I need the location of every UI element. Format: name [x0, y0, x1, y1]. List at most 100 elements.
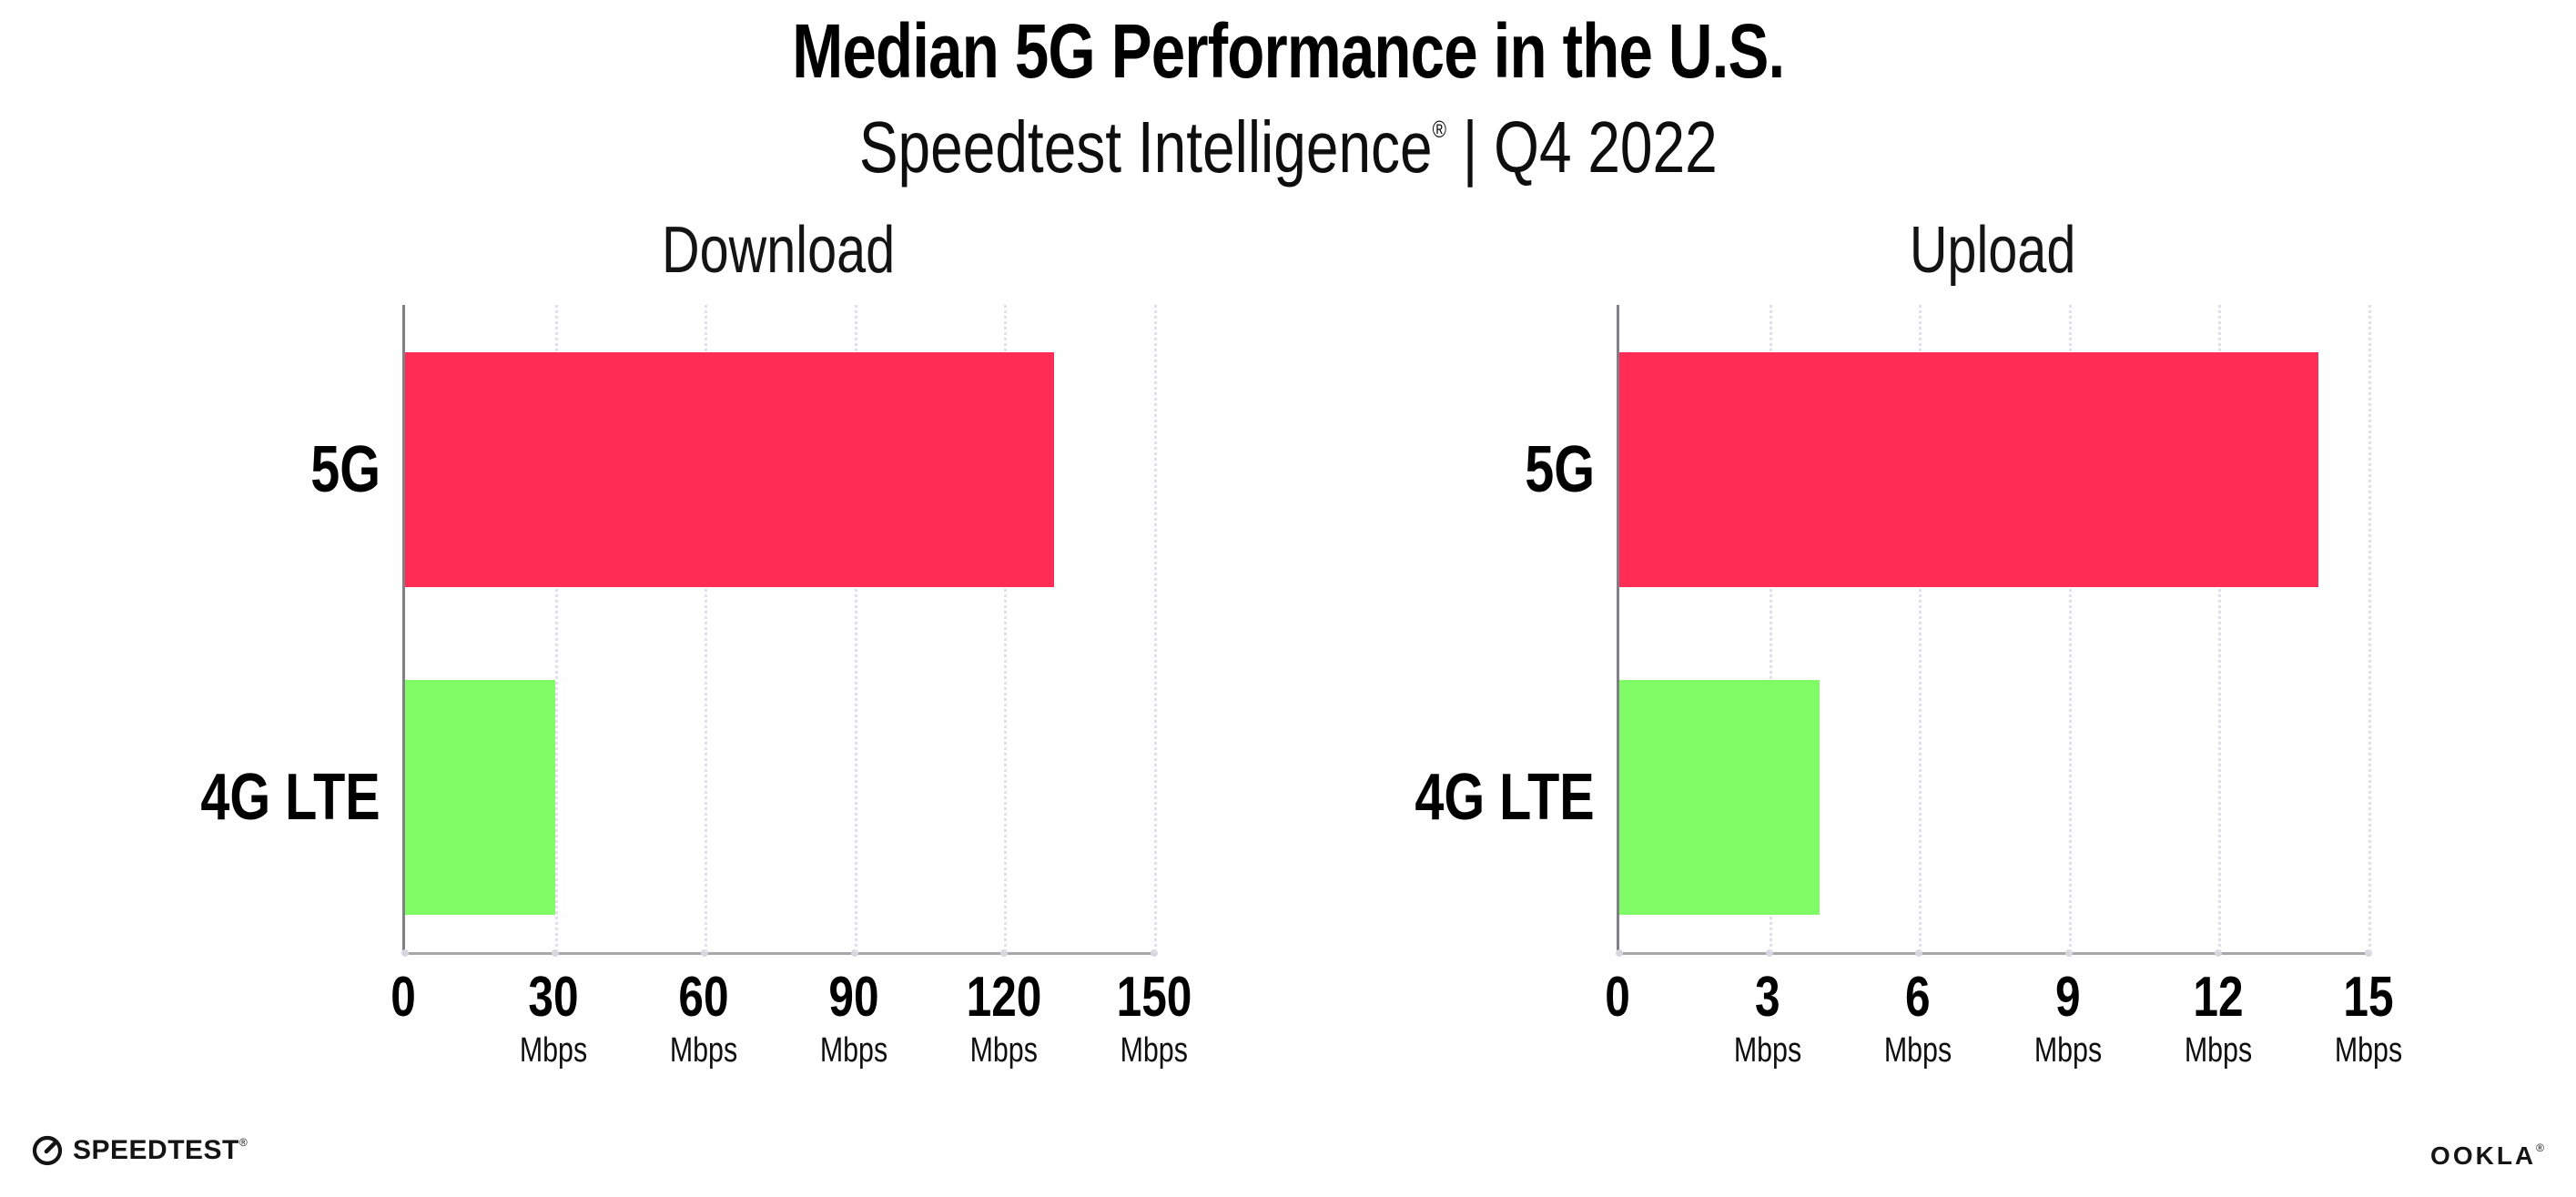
- tick-unit-label: Mbps: [519, 1031, 588, 1070]
- upload-x-tick-9: 9 Mbps: [2026, 966, 2111, 1070]
- download-plot-row: 5G 4G LTE: [126, 305, 1158, 957]
- upload-chart-title: Upload: [1340, 205, 2368, 305]
- bar-download-4g-lte: [405, 680, 555, 915]
- tick-number: 90: [828, 966, 879, 1029]
- page-title: Median 5G Performance in the U.S.: [0, 13, 2576, 89]
- speedtest-logo-text: SPEEDTEST®: [73, 1135, 248, 1166]
- download-gridline-150: [1154, 305, 1157, 952]
- upload-gridline-15: [2368, 305, 2371, 952]
- page-subtitle: Speedtest Intelligence® | Q4 2022: [0, 111, 2576, 184]
- speedtest-gauge-icon: [32, 1135, 63, 1166]
- ookla-logo-text: OOKLA®: [2430, 1141, 2547, 1170]
- tick-number: 0: [390, 966, 416, 1029]
- download-tick-dot-120: [1000, 949, 1009, 957]
- tick-number: 60: [678, 966, 729, 1029]
- upload-plot-row: 5G 4G LTE: [1340, 305, 2372, 957]
- tick-unit-label: Mbps: [2184, 1031, 2253, 1070]
- download-x-tick-30: 30 Mbps: [512, 966, 596, 1070]
- download-x-axis-ticks: 0 30 Mbps 60 Mbps 90 Mbps 120 Mbps 150 Mbps: [390, 955, 1192, 1091]
- download-x-tick-60: 60 Mbps: [662, 966, 746, 1070]
- upload-x-axis-ticks: 0 3 Mbps 6 Mbps 9 Mbps 12 Mbps 15 Mbps: [1605, 955, 2402, 1091]
- row-label-5g: 5G: [293, 432, 380, 507]
- speedtest-wordmark: SPEEDTEST: [73, 1135, 239, 1165]
- upload-x-tick-0: 0: [1602, 969, 1633, 1026]
- row-label-4g-lte: 4G LTE: [156, 760, 380, 835]
- tick-unit-label: Mbps: [969, 1031, 1039, 1070]
- page-title-text: Median 5G Performance in the U.S.: [791, 8, 1785, 94]
- upload-tick-dot-0: [1616, 949, 1624, 957]
- bar-upload-4g-lte: [1619, 680, 1820, 915]
- upload-category-labels: 5G 4G LTE: [1340, 305, 1617, 952]
- download-tick-dot-0: [401, 949, 410, 957]
- tick-number: 30: [528, 966, 579, 1029]
- upload-gridline-9: [2068, 305, 2072, 952]
- speedtest-trademark-icon: ®: [238, 1136, 248, 1149]
- upload-chart: Upload 5G 4G LTE 0 3 Mbps 6 Mbps 9 Mbps 12 Mbps 15…: [1340, 205, 2402, 1091]
- download-x-tick-120: 120 Mbps: [957, 966, 1050, 1070]
- row-label-text: 5G: [1525, 433, 1596, 506]
- upload-tick-dot-9: [2064, 949, 2073, 957]
- download-gridline-120: [1004, 305, 1008, 952]
- tick-number: 6: [1905, 966, 1931, 1029]
- upload-tick-dot-6: [1915, 949, 1923, 957]
- ookla-logo: OOKLA®: [2430, 1141, 2547, 1171]
- upload-gridline-6: [1919, 305, 1922, 952]
- download-gridline-60: [705, 305, 708, 952]
- ookla-wordmark: OOKLA: [2430, 1141, 2537, 1170]
- tick-unit-label: Mbps: [2033, 1031, 2103, 1070]
- download-tick-dot-150: [1151, 949, 1158, 957]
- upload-x-tick-15: 15 Mbps: [2327, 966, 2411, 1070]
- download-tick-dot-90: [850, 949, 858, 957]
- bar-download-5g: [405, 352, 1055, 587]
- tick-unit-label: Mbps: [819, 1031, 888, 1070]
- tick-number: 15: [2343, 966, 2394, 1029]
- download-x-tick-90: 90 Mbps: [812, 966, 897, 1070]
- row-label-5g: 5G: [1507, 432, 1595, 507]
- download-gridline-30: [554, 305, 558, 952]
- download-tick-dot-30: [551, 949, 559, 957]
- upload-tick-dot-12: [2215, 949, 2223, 957]
- upload-x-tick-3: 3 Mbps: [1726, 966, 1810, 1070]
- tick-number: 12: [2193, 966, 2244, 1029]
- tick-number: 3: [1755, 966, 1780, 1029]
- tick-number: 0: [1605, 966, 1630, 1029]
- page-subtitle-text: Speedtest Intelligence® | Q4 2022: [859, 111, 1718, 184]
- upload-x-tick-12: 12 Mbps: [2176, 966, 2261, 1070]
- tick-unit-label: Mbps: [1733, 1031, 1802, 1070]
- tick-number: 120: [966, 966, 1042, 1029]
- download-chart: Download 5G 4G LTE 0 30 Mbps 60 Mbps 90 Mbps 120…: [126, 205, 1192, 1091]
- upload-x-tick-6: 6 Mbps: [1876, 966, 1961, 1070]
- charts-row: Download 5G 4G LTE 0 30 Mbps 60 Mbps 90 Mbps 120…: [126, 205, 2402, 1091]
- tick-number: 9: [2055, 966, 2081, 1029]
- subtitle-period: | Q4 2022: [1445, 107, 1718, 188]
- upload-chart-title-text: Upload: [1910, 214, 2076, 287]
- tick-unit-label: Mbps: [2334, 1031, 2403, 1070]
- upload-plot-area: [1616, 305, 2372, 957]
- upload-tick-dot-15: [2365, 949, 2372, 957]
- upload-gridline-12: [2218, 305, 2222, 952]
- upload-gridline-3: [1769, 305, 1772, 952]
- bar-upload-5g: [1619, 352, 2319, 587]
- download-category-labels: 5G 4G LTE: [126, 305, 402, 952]
- row-label-4g-lte: 4G LTE: [1370, 760, 1595, 835]
- upload-tick-dot-3: [1765, 949, 1773, 957]
- row-label-text: 4G LTE: [200, 761, 381, 834]
- download-x-tick-0: 0: [388, 969, 419, 1026]
- tick-unit-label: Mbps: [1120, 1031, 1189, 1070]
- row-label-text: 5G: [310, 433, 381, 506]
- download-chart-title: Download: [126, 205, 1154, 305]
- speedtest-logo: SPEEDTEST®: [31, 1134, 248, 1167]
- download-gridline-90: [854, 305, 857, 952]
- tick-unit-label: Mbps: [1883, 1031, 1952, 1070]
- tick-unit-label: Mbps: [669, 1031, 738, 1070]
- download-plot-area: [401, 305, 1158, 957]
- ookla-trademark-icon: ®: [2536, 1141, 2547, 1154]
- row-label-text: 4G LTE: [1415, 761, 1596, 834]
- download-tick-dot-60: [701, 949, 709, 957]
- header: Median 5G Performance in the U.S. Speedt…: [0, 13, 2576, 184]
- download-x-tick-150: 150 Mbps: [1107, 966, 1201, 1070]
- registered-mark-icon: ®: [1432, 116, 1446, 143]
- tick-number: 150: [1116, 966, 1192, 1029]
- download-chart-title-text: Download: [662, 214, 896, 287]
